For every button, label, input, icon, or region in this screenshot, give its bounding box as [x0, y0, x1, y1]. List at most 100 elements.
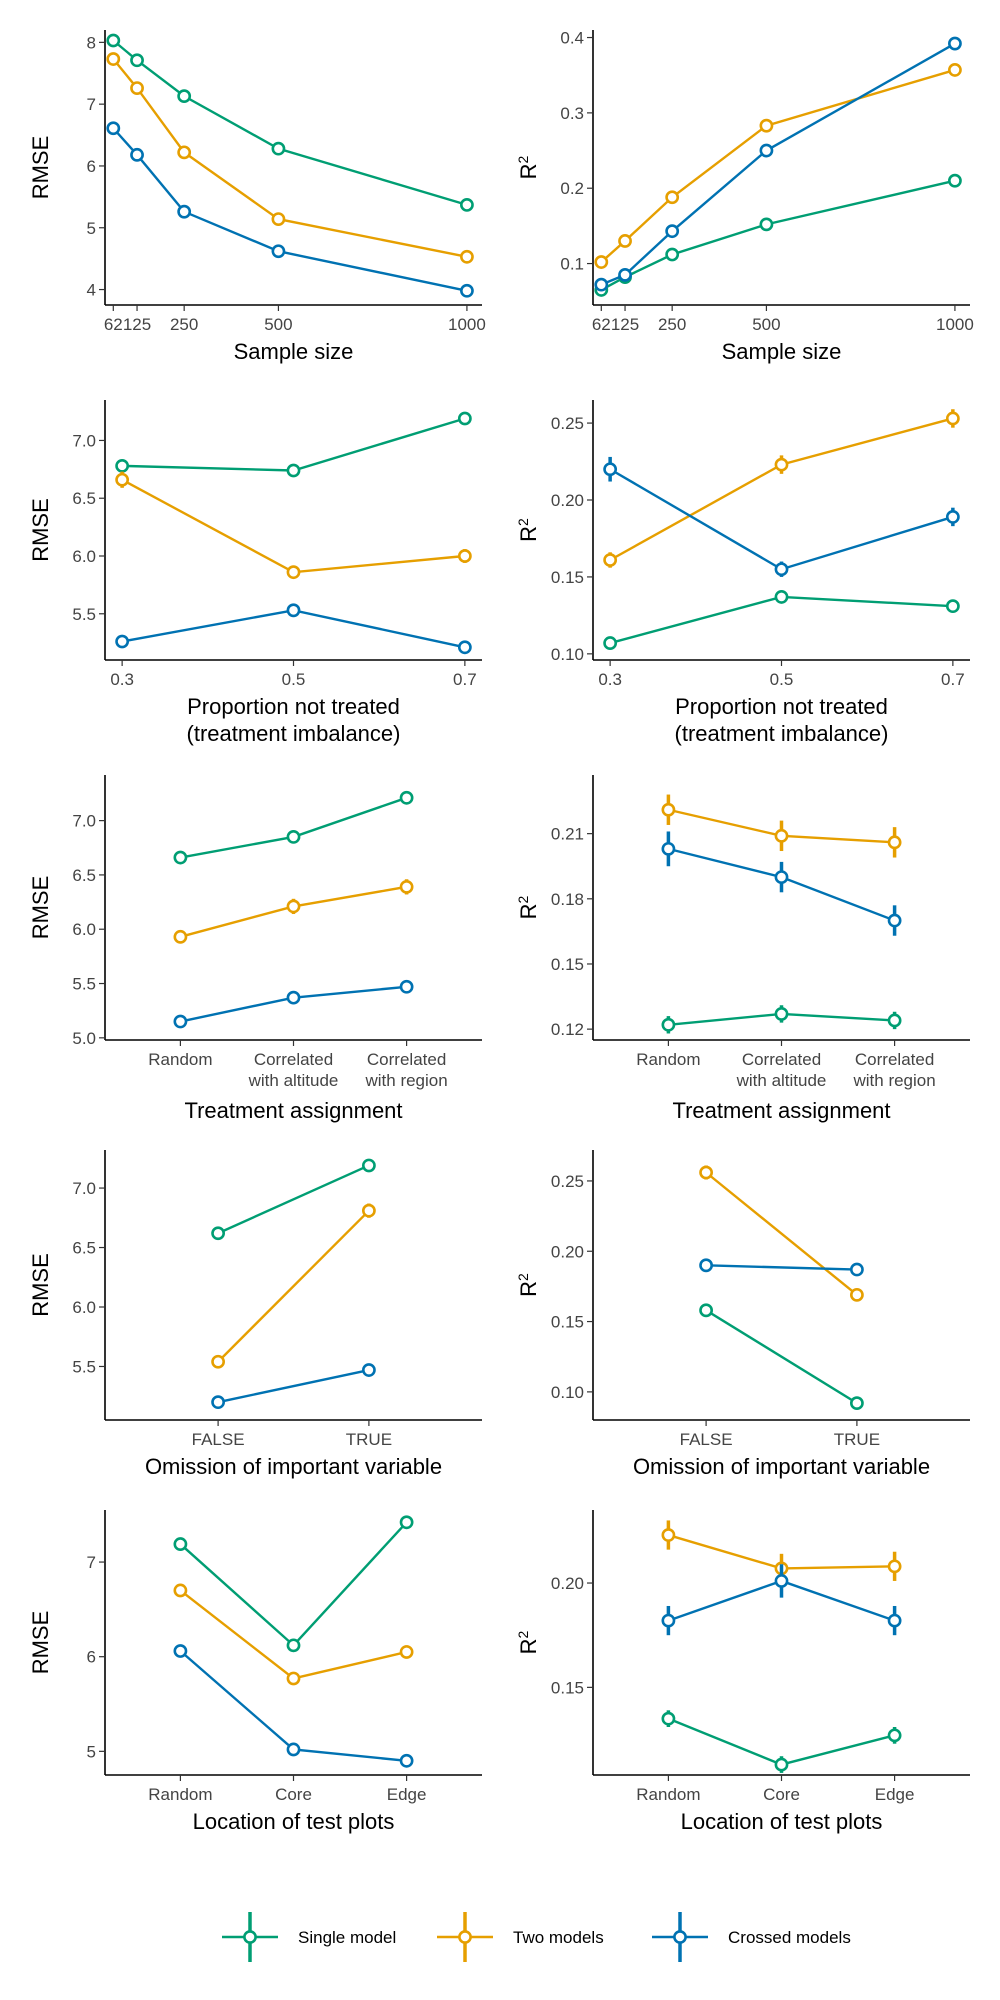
y-tick-label: 5.0 — [72, 1029, 96, 1048]
data-point — [361, 1363, 376, 1377]
series-crossed — [115, 603, 472, 655]
series-crossed — [603, 456, 960, 577]
chart-panel-5: 5.0 5.5 6.0 6.5 7.0 Random Correlated with alti… — [28, 775, 482, 1123]
data-point — [603, 462, 618, 477]
data-point — [173, 1644, 188, 1658]
y-axis-title: RMSE — [28, 1253, 53, 1317]
series-line — [609, 595, 953, 645]
data-point — [130, 147, 144, 162]
data-point — [774, 1574, 789, 1588]
data-point — [948, 173, 962, 188]
chart-panel-8: 0.10 0.15 0.20 0.25 FALSE TRUE Omission of imp… — [515, 1150, 970, 1479]
y-tick-label: 0.25 — [551, 414, 584, 433]
data-point — [286, 830, 301, 844]
x-tick-label: 0.7 — [941, 670, 965, 689]
data-point — [887, 1728, 902, 1743]
chart-panel-10: 0.15 0.20 Random Core Edge Location of test p… — [515, 1510, 970, 1834]
data-point — [774, 1757, 789, 1772]
legend-label: Two models — [513, 1928, 604, 1947]
legend-item-single: Single model — [222, 1912, 396, 1962]
x-tick-label: 0.3 — [110, 670, 134, 689]
y-tick-label: 6.5 — [72, 1239, 96, 1258]
data-point — [594, 255, 609, 269]
x-tick-label: Correlated — [367, 1050, 446, 1069]
chart-panel-1: 4 5 6 7 8 62 125 250 500 1000 Sample size RMSE — [28, 30, 486, 364]
y-tick-label: 0.15 — [551, 1678, 584, 1697]
data-point — [211, 1395, 225, 1410]
y-tick-label: 0.20 — [551, 491, 584, 510]
y-tick-label: 6.5 — [72, 489, 96, 508]
data-point — [948, 63, 962, 77]
y-tick-label: 0.20 — [551, 1574, 584, 1593]
x-tick-label: Edge — [875, 1785, 915, 1804]
x-tick-label: Core — [275, 1785, 312, 1804]
legend-label: Single model — [298, 1928, 396, 1947]
data-point — [594, 277, 609, 292]
x-tick-label: with region — [852, 1071, 935, 1090]
x-tick-label: TRUE — [834, 1430, 880, 1449]
data-point — [661, 802, 676, 817]
x-axis-title: Omission of important variable — [633, 1454, 930, 1479]
chart-panel-9: 5 6 7 Random Core Edge Location of test plots R… — [28, 1510, 482, 1834]
data-point — [774, 828, 789, 843]
data-point — [173, 850, 188, 865]
data-point — [850, 1396, 864, 1411]
data-point — [887, 835, 902, 850]
data-point — [887, 913, 902, 928]
data-point — [618, 267, 632, 282]
data-point — [173, 1537, 188, 1551]
data-point — [271, 212, 286, 227]
y-tick-label: 7 — [87, 1553, 96, 1572]
data-point — [603, 553, 618, 567]
y-tick-label: 5.5 — [72, 975, 96, 994]
series-line — [217, 1209, 370, 1363]
series-single — [115, 411, 472, 478]
data-point — [759, 143, 774, 158]
data-point — [774, 590, 789, 604]
y-tick-label: 0.15 — [551, 568, 584, 587]
series-crossed — [106, 121, 474, 298]
data-point — [457, 640, 472, 655]
series-two — [173, 879, 414, 944]
series-line — [179, 1589, 407, 1680]
y-tick-label: 8 — [87, 33, 96, 52]
data-point — [286, 990, 301, 1005]
series-two — [594, 63, 962, 269]
data-point — [774, 457, 789, 472]
chart-panel-2: 0.1 0.2 0.3 0.4 62 125 250 500 1000 Sample size R2 — [515, 29, 974, 364]
data-point — [618, 234, 632, 248]
x-axis-title: Sample size — [234, 339, 354, 364]
x-axis-title: Omission of important variable — [145, 1454, 442, 1479]
legend: Single model Two models Crossed models — [222, 1912, 851, 1962]
data-point — [759, 217, 774, 232]
x-tick-label: with region — [364, 1071, 447, 1090]
data-point — [699, 1303, 713, 1318]
x-tick-label: FALSE — [680, 1430, 733, 1449]
x-axis-title: (treatment imbalance) — [187, 721, 401, 746]
data-point — [173, 929, 188, 944]
y-tick-label: 0.10 — [551, 645, 584, 664]
data-point — [665, 224, 680, 239]
x-axis-title: Proportion not treated — [187, 694, 400, 719]
x-axis-title: (treatment imbalance) — [675, 721, 889, 746]
x-tick-label: 1000 — [448, 315, 486, 334]
series-single — [603, 590, 960, 650]
legend-item-crossed: Crossed models — [652, 1912, 851, 1962]
x-tick-label: Correlated — [742, 1050, 821, 1069]
y-axis-title: RMSE — [28, 876, 53, 940]
series-line — [112, 58, 468, 258]
x-tick-label: 0.5 — [770, 670, 794, 689]
data-point — [661, 1613, 676, 1628]
data-point — [173, 1014, 188, 1029]
y-axis-title: RMSE — [28, 136, 53, 200]
series-line — [121, 478, 465, 574]
series-crossed — [699, 1258, 864, 1277]
y-tick-label: 6 — [87, 157, 96, 176]
y-tick-label: 6.0 — [72, 547, 96, 566]
series-crossed — [173, 1644, 414, 1768]
y-tick-label: 0.12 — [551, 1020, 584, 1039]
data-point — [887, 1613, 902, 1628]
x-tick-label: 1000 — [936, 315, 974, 334]
y-tick-label: 7.0 — [72, 812, 96, 831]
